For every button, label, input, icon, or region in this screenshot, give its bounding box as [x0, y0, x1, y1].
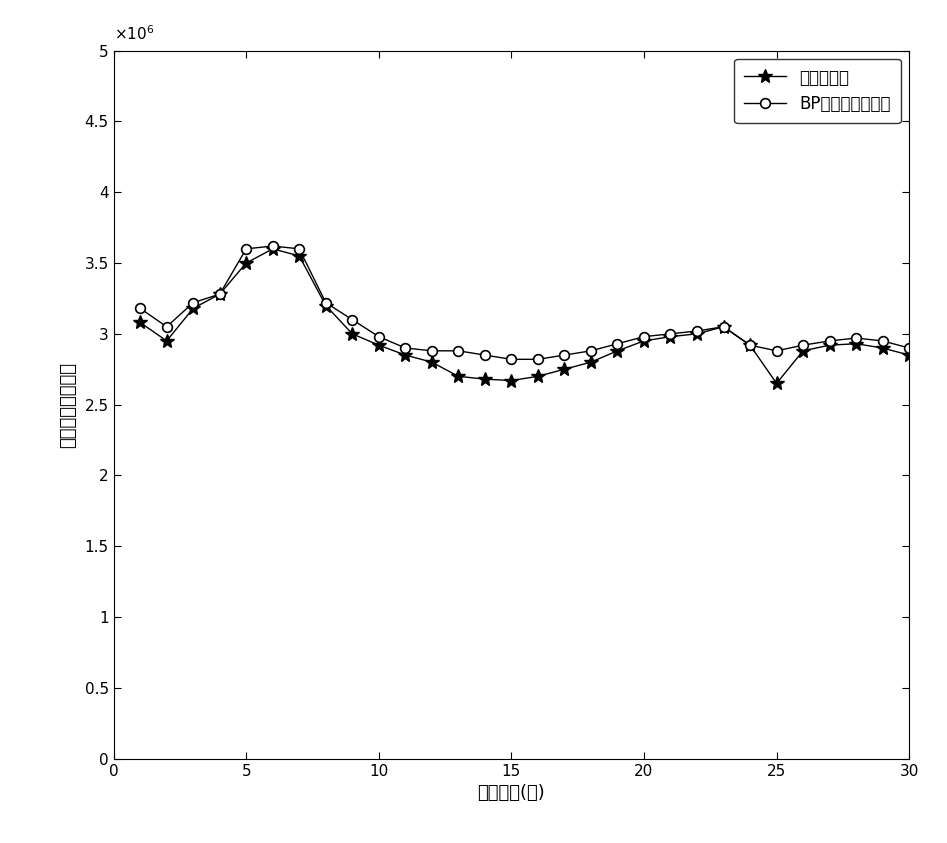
- 实际税收値: [373, 340, 384, 350]
- 实际税收値: [267, 244, 278, 254]
- 实际税收値: [824, 340, 835, 350]
- 实际税收値: [214, 289, 225, 299]
- BP神经网络预测値: [400, 343, 411, 353]
- 实际税收値: [691, 329, 703, 339]
- BP神经网络预测値: [559, 350, 570, 360]
- BP神经网络预测値: [426, 346, 438, 356]
- BP神经网络预测値: [797, 340, 809, 350]
- 实际税收値: [665, 331, 676, 341]
- 实际税收値: [161, 336, 172, 346]
- 实际税收値: [453, 371, 464, 381]
- BP神经网络预测値: [850, 333, 862, 343]
- BP神经网络预测値: [585, 346, 597, 356]
- BP神经网络预测値: [903, 343, 915, 353]
- 实际税收値: [241, 258, 252, 268]
- BP神经网络预测値: [612, 339, 623, 349]
- 实际税收値: [294, 251, 305, 261]
- 实际税收値: [585, 357, 597, 368]
- BP神经网络预测値: [134, 303, 146, 314]
- BP神经网络预测値: [214, 289, 225, 299]
- 实际税收値: [532, 371, 544, 381]
- Line: BP神经网络预测値: BP神经网络预测値: [135, 241, 914, 364]
- BP神经网络预测値: [267, 241, 278, 251]
- BP神经网络预测値: [320, 298, 331, 308]
- BP神经网络预测値: [479, 350, 491, 360]
- Line: 实际税收値: 实际税收値: [134, 242, 916, 390]
- BP神经网络预测値: [188, 298, 199, 308]
- BP神经网络预测値: [691, 326, 703, 336]
- 实际税收値: [718, 322, 729, 332]
- BP神经网络预测値: [877, 336, 888, 346]
- 实际税收値: [877, 343, 888, 353]
- BP神经网络预测値: [665, 329, 676, 339]
- BP神经网络预测値: [161, 322, 172, 332]
- BP神经网络预测値: [347, 314, 358, 325]
- BP神经网络预测値: [241, 244, 252, 254]
- BP神经网络预测値: [453, 346, 464, 356]
- 实际税收値: [320, 300, 331, 310]
- 实际税收値: [850, 339, 862, 349]
- 实际税收値: [134, 318, 146, 328]
- 实际税收値: [506, 375, 517, 385]
- BP神经网络预测値: [718, 322, 729, 332]
- 实际税收値: [903, 350, 915, 360]
- Legend: 实际税收値, BP神经网络预测値: 实际税收値, BP神经网络预测値: [734, 59, 901, 123]
- 实际税收値: [479, 374, 491, 384]
- Y-axis label: 煮炭税收値（元）: 煮炭税收値（元）: [60, 362, 78, 448]
- 实际税收値: [797, 346, 809, 356]
- BP神经网络预测値: [373, 331, 384, 341]
- 实际税收値: [559, 364, 570, 374]
- X-axis label: 时间序列(天): 时间序列(天): [477, 784, 545, 803]
- BP神经网络预测値: [638, 331, 650, 341]
- 实际税收値: [612, 346, 623, 356]
- BP神经网络预测値: [824, 336, 835, 346]
- BP神经网络预测値: [294, 244, 305, 254]
- 实际税收値: [771, 379, 782, 389]
- Text: $\times10^6$: $\times10^6$: [114, 24, 154, 44]
- 实际税收値: [744, 340, 756, 350]
- 实际税收値: [400, 350, 411, 360]
- 实际税收値: [638, 336, 650, 346]
- 实际税收値: [347, 329, 358, 339]
- 实际税收値: [188, 303, 199, 314]
- BP神经网络预测値: [744, 340, 756, 350]
- 实际税收値: [426, 357, 438, 368]
- BP神经网络预测値: [532, 354, 544, 364]
- BP神经网络预测値: [771, 346, 782, 356]
- BP神经网络预测値: [506, 354, 517, 364]
